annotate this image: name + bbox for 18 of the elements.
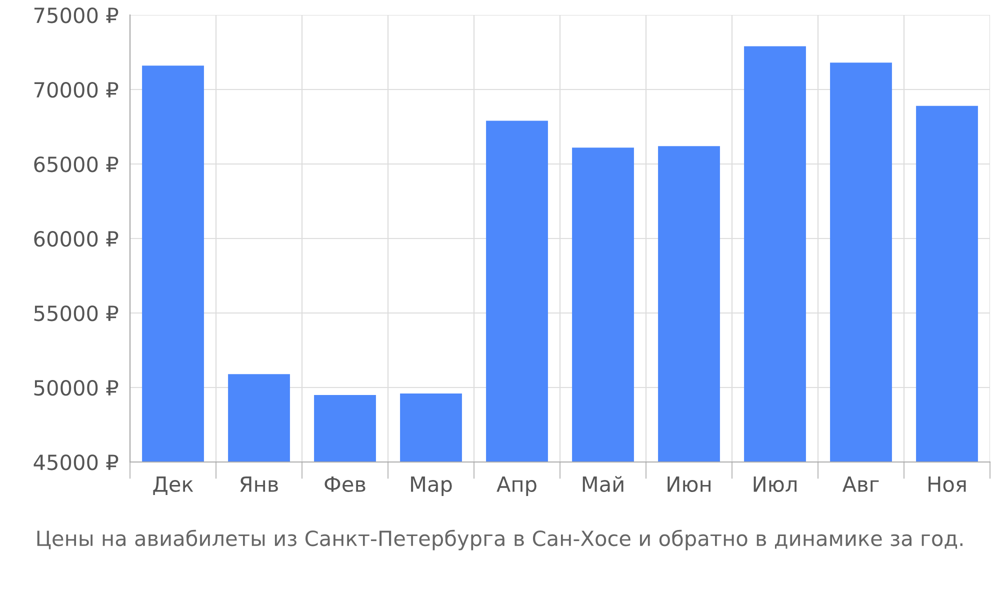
x-tick-label: Апр: [496, 476, 536, 496]
x-tick-label: Ноя: [928, 476, 966, 492]
text: Цены на авиабилеты из Санкт-Петербурга в Сан-Хосе и обратно в динамике за год.: [37, 530, 962, 550]
y-tick-label: 75000 ₽: [34, 7, 118, 24]
x-tick-label: Авг: [842, 476, 879, 492]
x-tick-label: Янв: [240, 476, 278, 492]
y-tick-label: 50000 ₽: [34, 380, 118, 396]
y-tick-label: 60000 ₽: [34, 230, 118, 247]
y-tick-label: 45000 ₽: [34, 454, 118, 470]
y-tick-label: 55000 ₽: [34, 305, 118, 322]
x-tick-label: Дек: [153, 476, 194, 495]
x-tick-label: Июн: [668, 476, 710, 492]
y-tick-label: 65000 ₽: [34, 156, 118, 172]
x-tick-label: Мар: [411, 476, 452, 496]
x-tick-label: Май: [582, 476, 624, 492]
x-tick-label: Июл: [754, 476, 796, 492]
x-tick-label: Фев: [324, 476, 366, 492]
y-tick-label: 70000 ₽: [34, 82, 118, 98]
